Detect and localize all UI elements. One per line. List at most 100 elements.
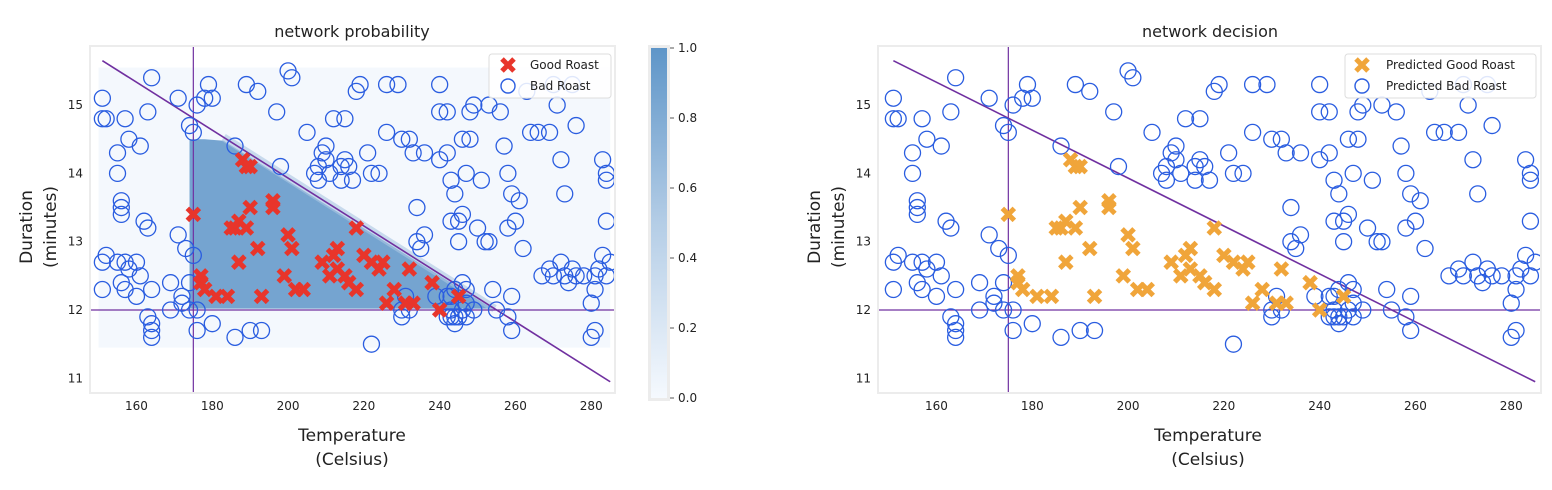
y-axis-label: Duration xyxy=(17,190,37,264)
predicted-bad-roast-point xyxy=(1378,280,1396,299)
predicted-bad-roast-point xyxy=(903,253,922,271)
legend-good-marker xyxy=(500,57,516,73)
predicted-bad-roast-point xyxy=(1502,294,1520,312)
predicted-bad-roast-point xyxy=(1023,315,1041,333)
predicted-bad-roast-point xyxy=(1071,321,1089,340)
predicted-bad-roast-point xyxy=(918,130,936,148)
good-roast-point xyxy=(253,288,270,305)
predicted-bad-roast-point xyxy=(990,239,1008,258)
predicted-bad-roast-point xyxy=(1210,75,1228,94)
predicted-bad-roast-point xyxy=(1440,267,1458,285)
good-roast-point xyxy=(450,288,467,305)
predicted-bad-roast-point xyxy=(1004,321,1022,340)
predicted-bad-roast-point xyxy=(1339,130,1358,148)
bad-roast-point xyxy=(510,192,528,210)
predicted-bad-roast-point xyxy=(918,260,936,278)
bad-roast-point xyxy=(108,164,127,183)
colorbar: 0.0 0.2 0.4 0.6 0.8 1.0 xyxy=(648,41,697,405)
predicted-bad-roast-point xyxy=(1023,89,1041,107)
bad-roast-point xyxy=(461,103,479,121)
predicted-bad-roast-point xyxy=(1167,137,1185,155)
y-axis-label: Duration xyxy=(805,190,825,264)
predicted-good-roast-point xyxy=(1072,199,1088,216)
predicted-bad-roast-point xyxy=(1263,130,1281,148)
bad-roast-point xyxy=(597,171,614,189)
predicted-good-roast-point xyxy=(1000,206,1017,223)
bad-roast-point xyxy=(567,116,585,135)
predicted-bad-roast-point xyxy=(889,110,907,128)
legend: Good Roast Bad Roast xyxy=(488,53,612,99)
y-axis-label-unit: (minutes) xyxy=(41,186,61,268)
bad-roast-point xyxy=(593,151,612,169)
y-tick-label: 13 xyxy=(856,235,871,249)
bad-roast-point xyxy=(142,328,161,346)
predicted-bad-roast-point xyxy=(1402,287,1420,306)
bad-roast-point xyxy=(491,103,509,121)
y-axis-label-unit: (minutes) xyxy=(829,186,849,268)
predicted-bad-roast-point xyxy=(913,280,931,299)
y-tick-label: 15 xyxy=(68,98,83,112)
bad-roast-point xyxy=(283,69,301,87)
predicted-bad-roast-point xyxy=(1387,103,1405,121)
bad-roast-point xyxy=(442,171,460,189)
good-roast-point xyxy=(295,281,311,298)
bad-roast-point xyxy=(415,226,434,244)
predicted-bad-roast-point xyxy=(1157,171,1176,189)
bad-roast-point xyxy=(514,239,532,258)
bad-roast-point xyxy=(582,294,600,312)
bad-roast-point xyxy=(552,151,570,169)
predicted-good-roast-point xyxy=(1206,281,1223,298)
predicted-good-roast-point xyxy=(1311,302,1328,318)
bad-roast-point xyxy=(324,110,343,128)
bad-roast-point xyxy=(438,308,456,326)
good-roast-point xyxy=(238,220,255,236)
y-tick-label: 11 xyxy=(856,371,871,385)
bad-roast-point xyxy=(142,321,161,340)
predicted-bad-roast-point xyxy=(1320,287,1338,306)
colorbar-tick-label: 0.8 xyxy=(678,111,697,125)
predicted-good-roast-point xyxy=(1086,288,1103,305)
predicted-bad-roast-point xyxy=(1081,82,1099,101)
predicted-bad-roast-point xyxy=(946,280,965,299)
predicted-bad-roast-point xyxy=(884,110,903,128)
predicted-bad-roast-point xyxy=(1469,185,1487,203)
bad-roast-point xyxy=(127,253,146,271)
bad-roast-point xyxy=(393,130,411,148)
legend-predicted-good-label: Predicted Good Roast xyxy=(1386,58,1515,72)
predicted-bad-roast-point xyxy=(1382,301,1401,319)
predicted-bad-roast-point xyxy=(1334,233,1353,251)
bad-roast-point xyxy=(131,137,149,155)
bad-roast-point xyxy=(142,315,161,333)
predicted-bad-roast-point xyxy=(970,274,989,292)
bad-roast-point xyxy=(597,212,614,230)
predicted-bad-roast-point xyxy=(1368,233,1386,251)
predicted-bad-roast-point xyxy=(946,315,965,333)
predicted-good-roast-point xyxy=(1101,199,1117,216)
bad-roast-point xyxy=(597,164,614,183)
x-tick-label: 180 xyxy=(1021,399,1044,413)
predicted-bad-roast-point xyxy=(903,144,922,162)
bad-roast-point xyxy=(377,75,396,94)
x-tick-label: 260 xyxy=(504,399,527,413)
predicted-bad-roast-point xyxy=(946,69,965,87)
predicted-bad-roast-point xyxy=(1320,103,1338,121)
predicted-bad-roast-point xyxy=(1325,171,1343,189)
predicted-bad-roast-point xyxy=(1435,123,1453,142)
predicted-bad-roast-point xyxy=(1224,335,1243,353)
predicted-bad-roast-point xyxy=(980,226,998,244)
bad-roast-point xyxy=(116,110,134,128)
bad-roast-point xyxy=(131,267,149,285)
axis-ticks: 160 180 200 220 240 260 280 11 12 13 14 15 xyxy=(856,98,1523,413)
predicted-bad-roast-point xyxy=(1172,164,1190,183)
good-roast-point xyxy=(219,288,236,305)
chart-title: network decision xyxy=(1142,22,1278,41)
decision-boundary-line xyxy=(101,59,611,383)
legend-x-marker xyxy=(500,57,516,73)
bad-roast-point xyxy=(457,164,475,183)
bad-roast-point xyxy=(461,130,479,148)
bad-roast-point xyxy=(472,171,491,189)
predicted-bad-roast-point xyxy=(1526,253,1540,271)
bad-roast-point xyxy=(161,301,180,319)
predicted-bad-roast-point xyxy=(1311,75,1329,94)
bad-roast-point xyxy=(449,233,468,251)
